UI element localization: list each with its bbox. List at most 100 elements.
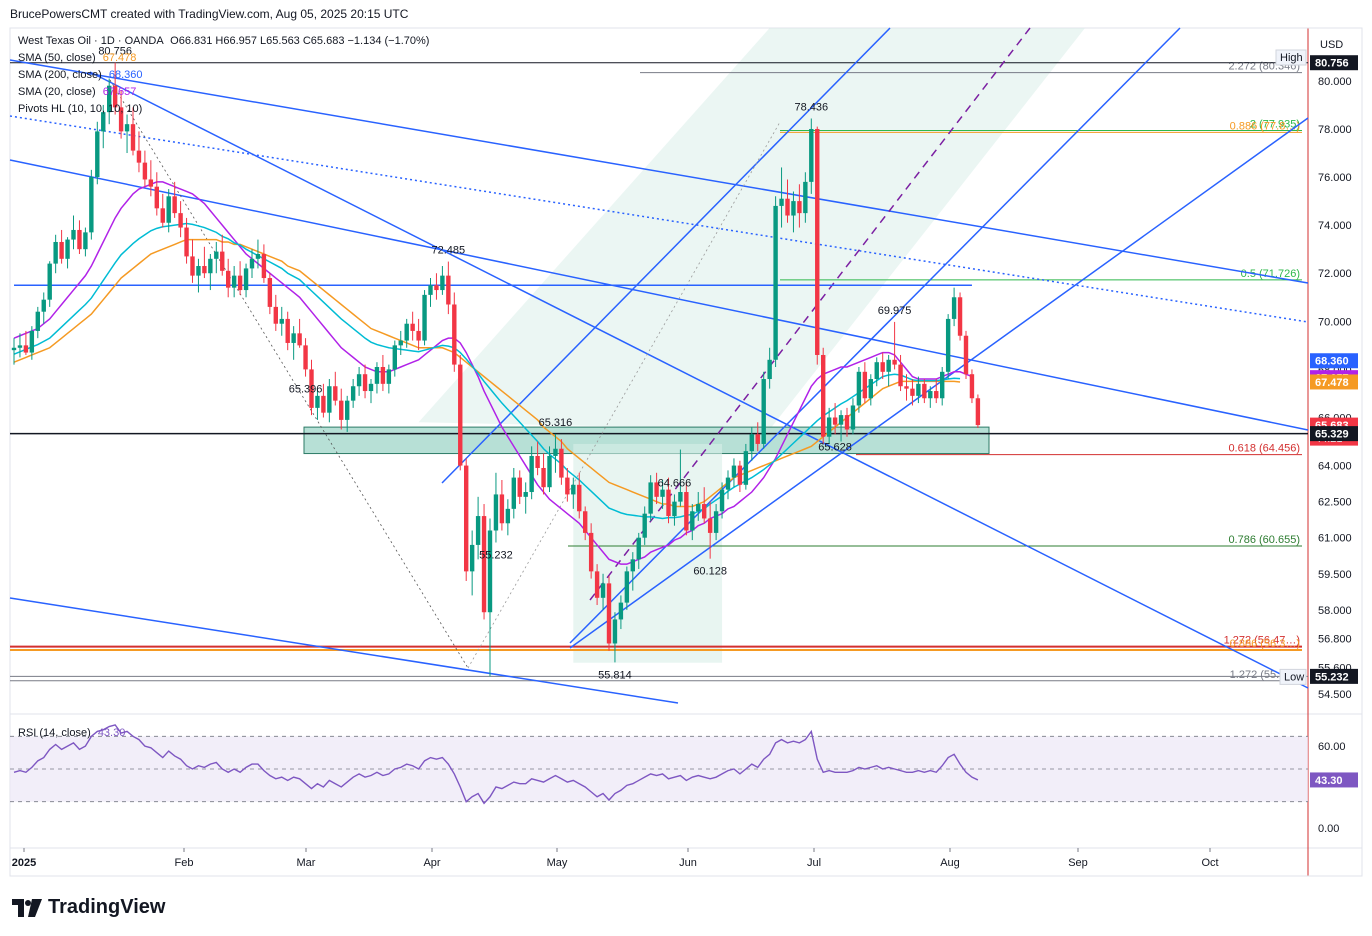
candle xyxy=(559,439,564,485)
legend-pivots-row[interactable]: Pivots HL (10, 10, 10, 10) xyxy=(18,103,142,115)
candle xyxy=(226,258,231,298)
candle-body xyxy=(47,263,52,300)
fib-level-label: 0.886 (56.3…) xyxy=(1230,638,1300,650)
legend-sma200: SMA (200, close) xyxy=(18,69,102,81)
candle xyxy=(755,422,760,452)
candle-body xyxy=(309,369,314,408)
legend-sma20-row[interactable]: SMA (20, close) 67.657 xyxy=(18,86,136,98)
candle-body xyxy=(214,251,219,259)
candle-body xyxy=(249,258,255,269)
candle-body xyxy=(350,386,356,401)
candle xyxy=(773,196,778,367)
legend-sma50-row[interactable]: SMA (50, close) 67.478 xyxy=(18,52,136,64)
ascending-trendline xyxy=(569,117,1309,649)
candle xyxy=(761,371,766,449)
pivot-label: 65.396 xyxy=(289,384,323,396)
candle-body xyxy=(725,477,731,490)
candle-body xyxy=(945,318,951,372)
candle xyxy=(945,314,951,380)
candle xyxy=(481,504,487,620)
candle xyxy=(838,410,844,442)
tradingview-logo[interactable]: TradingView xyxy=(12,896,165,919)
candle xyxy=(261,244,267,283)
candle xyxy=(660,480,665,509)
candle xyxy=(208,254,213,291)
candle-body xyxy=(112,85,118,108)
candle xyxy=(767,347,772,389)
candle xyxy=(809,118,814,194)
candle-body xyxy=(279,318,284,324)
candle-body xyxy=(922,383,927,399)
candle xyxy=(404,318,409,348)
candle xyxy=(136,131,142,173)
candle-body xyxy=(815,128,820,355)
candle xyxy=(71,215,76,250)
candle xyxy=(107,78,112,125)
candle-body xyxy=(565,477,570,495)
candle xyxy=(142,150,148,187)
high-tag xyxy=(1275,49,1307,66)
candle xyxy=(630,552,635,591)
candle xyxy=(89,169,94,240)
candle-body xyxy=(458,364,463,466)
candle-body xyxy=(142,162,148,180)
candle-body xyxy=(642,513,647,538)
price-tick-label: 72.000 xyxy=(1318,268,1352,280)
candle xyxy=(707,501,713,559)
legend-sma200-row[interactable]: SMA (200, close) 68.360 xyxy=(18,69,142,81)
candle xyxy=(690,504,695,541)
candle xyxy=(29,326,35,360)
candle-body xyxy=(969,374,975,399)
candle xyxy=(743,443,749,490)
rsi-tick-label: 60.00 xyxy=(1318,741,1346,753)
pivot-label: 80.756 xyxy=(98,46,132,58)
candle xyxy=(874,357,879,387)
candle-body xyxy=(23,345,29,353)
candle-body xyxy=(11,347,17,351)
candle xyxy=(844,407,850,437)
candle xyxy=(862,362,868,404)
candle xyxy=(541,453,546,495)
candle-body xyxy=(172,196,177,214)
legend-rsi-row[interactable]: RSI (14, close) 43.30 xyxy=(18,727,125,739)
candle-body xyxy=(285,318,290,343)
candle-body xyxy=(124,124,130,132)
candle-body xyxy=(535,455,540,468)
pivot-label: 78.436 xyxy=(794,101,828,113)
candle xyxy=(785,179,790,223)
candle-body xyxy=(130,124,136,151)
candle-body xyxy=(297,333,302,346)
legend-symbol[interactable]: West Texas Oil · 1D · OANDA xyxy=(18,35,164,47)
sma-teal-line xyxy=(13,222,961,520)
candle xyxy=(118,90,124,139)
legend-rsi: RSI (14, close) xyxy=(18,727,91,739)
time-tick-label: 2025 xyxy=(12,857,36,869)
candle xyxy=(969,369,975,404)
candle xyxy=(719,482,725,519)
candle-body xyxy=(41,299,46,312)
candle-body xyxy=(327,386,332,413)
candle xyxy=(333,371,338,406)
candle-body xyxy=(850,405,856,430)
candle xyxy=(684,482,689,536)
candle-body xyxy=(940,371,945,399)
candle-body xyxy=(196,266,201,276)
candle-body xyxy=(618,602,624,620)
candle-body xyxy=(862,371,868,399)
candle-body xyxy=(648,482,653,514)
candle xyxy=(892,321,897,370)
candle-body xyxy=(910,388,915,396)
candle-body xyxy=(95,131,100,178)
channel-lower-line xyxy=(569,27,1181,644)
candle-body xyxy=(963,335,969,375)
candle-body xyxy=(255,254,261,259)
candle xyxy=(779,167,784,228)
candle xyxy=(916,376,921,404)
candle xyxy=(803,172,808,223)
candle xyxy=(220,234,225,276)
candle xyxy=(130,107,136,156)
candle xyxy=(285,311,290,351)
price-badge-label: 80.756 xyxy=(1315,58,1349,70)
candle-body xyxy=(951,297,957,319)
